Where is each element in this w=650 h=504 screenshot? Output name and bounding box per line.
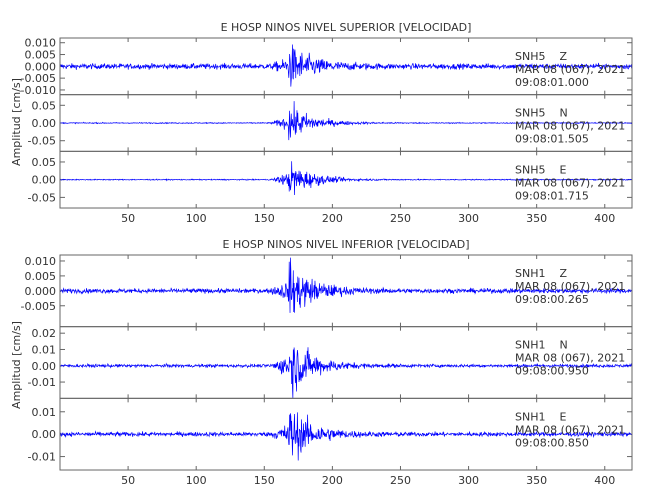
date-label: MAR 08 (067), 2021 xyxy=(515,280,625,293)
x-tick-label: 150 xyxy=(254,474,275,487)
panel-frame xyxy=(59,150,633,209)
x-tick-label: 400 xyxy=(594,212,615,225)
y-tick-label: -0.01 xyxy=(28,451,56,464)
y-tick-label: 0.05 xyxy=(32,99,57,112)
y-tick-label: -0.01 xyxy=(28,376,56,389)
upper-y-axis-label: Amplitud [cm/s] xyxy=(10,78,23,166)
x-tick-label: 400 xyxy=(594,474,615,487)
x-tick-label: 300 xyxy=(458,212,479,225)
date-label: MAR 08 (067), 2021 xyxy=(515,63,625,76)
y-tick-label: 0.00 xyxy=(32,428,57,441)
y-tick-label: -0.010 xyxy=(21,84,56,97)
y-tick-label: 0.000 xyxy=(25,285,57,298)
time-label: 09:08:00.850 xyxy=(515,436,589,449)
x-tick-label: 250 xyxy=(390,212,411,225)
y-tick-label: -0.05 xyxy=(28,191,56,204)
date-label: MAR 08 (067), 2021 xyxy=(515,423,625,436)
time-label: 09:08:01.715 xyxy=(515,189,589,202)
station-component-label: SNH1 Z xyxy=(515,267,567,280)
date-label: MAR 08 (067), 2021 xyxy=(515,120,625,133)
x-tick-label: 200 xyxy=(322,474,343,487)
y-tick-label: 0.01 xyxy=(32,343,57,356)
upper-chart: E HOSP NINOS NIVEL SUPERIOR [VELOCIDAD] … xyxy=(10,21,633,225)
lower-chart: E HOSP NINOS NIVEL INFERIOR [VELOCIDAD] … xyxy=(10,238,633,487)
station-component-label: SNH5 N xyxy=(515,107,568,120)
time-label: 09:08:01.000 xyxy=(515,76,589,89)
x-tick-label: 50 xyxy=(121,212,135,225)
y-tick-label: 0.05 xyxy=(32,156,57,169)
station-component-label: SNH5 Z xyxy=(515,50,567,63)
station-component-label: SNH1 E xyxy=(515,410,566,423)
time-label: 09:08:00.265 xyxy=(515,293,589,306)
waveform-trace-snh1-e xyxy=(59,412,633,461)
y-tick-label: 0.00 xyxy=(32,174,57,187)
waveform-trace-snh1-z xyxy=(59,257,633,313)
station-component-label: SNH1 N xyxy=(515,339,568,352)
y-tick-label: 0.010 xyxy=(25,255,57,268)
date-label: MAR 08 (067), 2021 xyxy=(515,176,625,189)
y-tick-label: 0.00 xyxy=(32,360,57,373)
y-tick-label: 0.005 xyxy=(25,270,57,283)
lower-chart-title: E HOSP NINOS NIVEL INFERIOR [VELOCIDAD] xyxy=(223,238,470,251)
time-label: 09:08:00.950 xyxy=(515,365,589,378)
y-tick-label: 0.01 xyxy=(32,406,57,419)
y-tick-label: 0.005 xyxy=(25,49,57,62)
waveform-trace-snh1-n xyxy=(59,347,633,399)
y-tick-label: 0.000 xyxy=(25,60,57,73)
time-label: 09:08:01.505 xyxy=(515,133,589,146)
waveform-trace-snh5-n xyxy=(59,101,633,141)
y-tick-label: -0.005 xyxy=(21,72,56,85)
date-label: MAR 08 (067), 2021 xyxy=(515,352,625,365)
waveform-trace-snh5-z xyxy=(59,44,633,87)
x-tick-label: 100 xyxy=(186,212,207,225)
x-tick-label: 150 xyxy=(254,212,275,225)
y-tick-label: 0.010 xyxy=(25,37,57,50)
x-tick-label: 350 xyxy=(526,474,547,487)
y-tick-label: -0.05 xyxy=(28,135,56,148)
y-tick-label: -0.005 xyxy=(21,300,56,313)
x-tick-label: 200 xyxy=(322,212,343,225)
waveform-trace-snh5-e xyxy=(59,161,633,196)
upper-chart-title: E HOSP NINOS NIVEL SUPERIOR [VELOCIDAD] xyxy=(221,21,472,34)
station-component-label: SNH5 E xyxy=(515,163,566,176)
x-tick-label: 100 xyxy=(186,474,207,487)
x-tick-label: 300 xyxy=(458,474,479,487)
x-tick-label: 50 xyxy=(121,474,135,487)
y-tick-label: 0.02 xyxy=(32,327,57,340)
lower-y-axis-label: Amplitud [cm/s] xyxy=(10,321,23,409)
panel-frame xyxy=(59,397,633,471)
x-tick-label: 350 xyxy=(526,212,547,225)
y-tick-label: 0.00 xyxy=(32,117,57,130)
x-tick-label: 250 xyxy=(390,474,411,487)
